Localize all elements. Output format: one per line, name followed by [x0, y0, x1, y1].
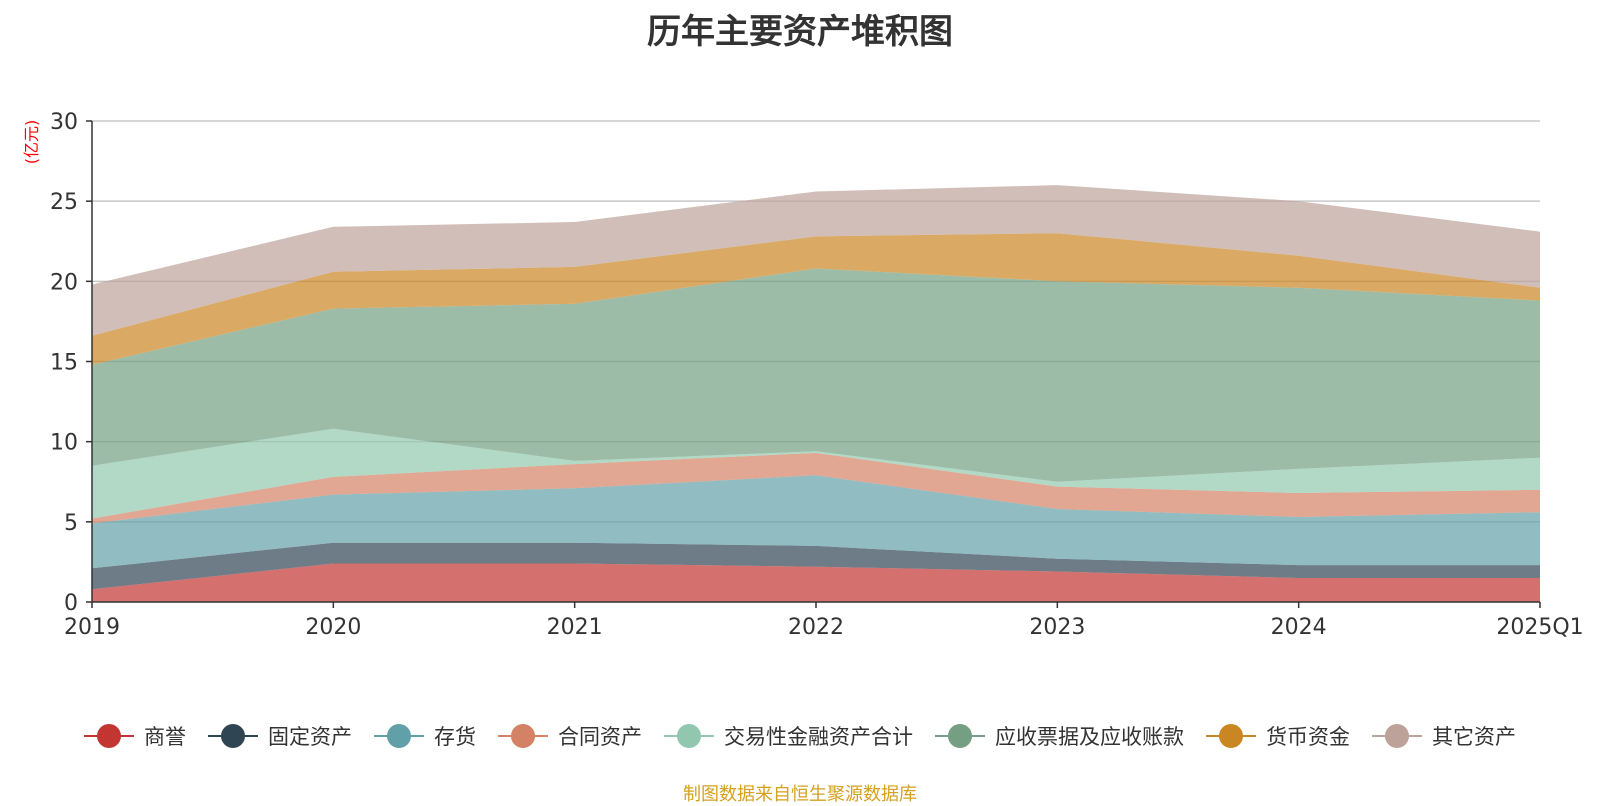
- legend-item[interactable]: 应收票据及应收账款: [935, 721, 1184, 751]
- legend-label: 存货: [434, 725, 476, 749]
- x-tick-label: 2023: [1029, 615, 1085, 640]
- legend: 商誉 固定资产 存货 合同资产 交易性金融资产合计 应收票据及应收账款 货币资金 其它资产: [0, 718, 1600, 754]
- legend-label: 其它资产: [1432, 725, 1516, 749]
- legend-marker-icon: [208, 723, 258, 749]
- legend-marker-icon: [374, 723, 424, 749]
- legend-marker-icon: [935, 723, 985, 749]
- legend-item[interactable]: 固定资产: [208, 721, 352, 751]
- y-tick-label: 5: [64, 511, 78, 536]
- axes: 0 5 10 15 20 25 30 2019 2020 2021 2022 2023 2024 2025…: [50, 110, 1584, 640]
- area-series-3: [92, 475, 1540, 569]
- legend-marker-icon: [664, 723, 714, 749]
- x-tick-label: 2022: [788, 615, 844, 640]
- area-series-1: [92, 563, 1540, 602]
- chart-title: 历年主要资产堆积图: [647, 12, 953, 52]
- y-tick-label: 20: [50, 270, 78, 295]
- x-tick-label: 2019: [64, 615, 120, 640]
- y-tick-label: 10: [50, 431, 78, 456]
- area-series: [92, 185, 1540, 602]
- legend-item[interactable]: 其它资产: [1372, 721, 1516, 751]
- stacked-area-chart: 0 5 10 15 20 25 30 2019 2020 2021 2022 2023 2024 2025…: [22, 110, 1584, 640]
- source-note: 制图数据来自恒生聚源数据库: [683, 784, 917, 805]
- legend-marker-icon: [84, 723, 134, 749]
- area-series-8: [92, 185, 1540, 336]
- legend-label: 交易性金融资产合计: [724, 725, 913, 749]
- y-tick-label: 25: [50, 190, 78, 215]
- area-series-2: [92, 542, 1540, 590]
- area-series-6: [92, 268, 1540, 482]
- legend-label: 固定资产: [268, 725, 352, 749]
- y-axis-label: (亿元): [22, 120, 41, 165]
- y-tick-label: 15: [50, 351, 78, 376]
- x-tick-label: 2021: [547, 615, 603, 640]
- legend-item[interactable]: 合同资产: [498, 721, 642, 751]
- legend-label: 合同资产: [558, 725, 642, 749]
- legend-item[interactable]: 货币资金: [1206, 721, 1350, 751]
- legend-marker-icon: [1206, 723, 1256, 749]
- area-series-5: [92, 428, 1540, 519]
- x-tick-label: 2020: [305, 615, 361, 640]
- y-tick-label: 0: [64, 591, 78, 616]
- y-tick-label: 30: [50, 110, 78, 135]
- x-tick-label: 2025Q1: [1496, 615, 1583, 640]
- legend-label: 商誉: [144, 725, 186, 749]
- area-series-4: [92, 452, 1540, 524]
- legend-item[interactable]: 交易性金融资产合计: [664, 721, 913, 751]
- area-series-7: [92, 233, 1540, 365]
- legend-item[interactable]: 存货: [374, 721, 476, 751]
- legend-label: 应收票据及应收账款: [995, 725, 1184, 749]
- legend-label: 货币资金: [1266, 725, 1350, 749]
- x-tick-label: 2024: [1271, 615, 1327, 640]
- legend-item[interactable]: 商誉: [84, 721, 186, 751]
- legend-marker-icon: [1372, 723, 1422, 749]
- legend-marker-icon: [498, 723, 548, 749]
